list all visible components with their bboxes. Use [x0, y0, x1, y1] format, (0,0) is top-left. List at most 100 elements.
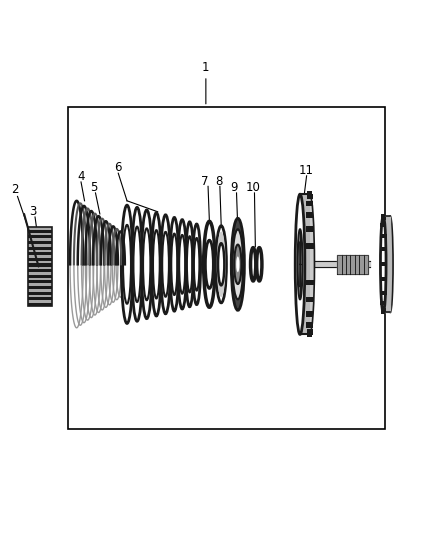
Polygon shape — [28, 274, 52, 278]
Bar — [381, 216, 386, 221]
Polygon shape — [28, 295, 52, 297]
Bar — [308, 244, 314, 249]
Ellipse shape — [204, 221, 215, 307]
Ellipse shape — [193, 224, 201, 304]
Text: 3: 3 — [29, 205, 36, 218]
Polygon shape — [28, 227, 52, 230]
Bar — [306, 227, 311, 232]
Polygon shape — [28, 255, 52, 258]
Ellipse shape — [236, 256, 240, 272]
Bar — [380, 301, 385, 305]
Text: 11: 11 — [299, 164, 314, 176]
Ellipse shape — [152, 213, 161, 316]
Bar — [308, 322, 313, 328]
Bar — [306, 212, 311, 217]
Bar — [307, 194, 313, 199]
Ellipse shape — [186, 222, 194, 307]
Bar — [28, 227, 52, 306]
Bar — [307, 194, 312, 199]
Polygon shape — [28, 284, 52, 286]
Bar — [306, 201, 311, 206]
Ellipse shape — [171, 233, 177, 295]
Ellipse shape — [233, 229, 243, 300]
Polygon shape — [300, 194, 310, 334]
Ellipse shape — [257, 248, 262, 281]
Polygon shape — [28, 238, 52, 241]
Ellipse shape — [141, 210, 152, 319]
Bar — [308, 201, 313, 206]
Bar — [306, 280, 311, 285]
Polygon shape — [28, 300, 52, 303]
Bar — [380, 223, 385, 227]
Bar — [308, 227, 314, 232]
Bar — [382, 262, 387, 266]
Ellipse shape — [251, 248, 256, 281]
Polygon shape — [28, 249, 52, 252]
Ellipse shape — [187, 236, 192, 292]
Bar — [380, 247, 384, 252]
Text: 5: 5 — [91, 181, 98, 194]
Ellipse shape — [205, 240, 213, 288]
Bar — [380, 277, 384, 281]
Polygon shape — [28, 272, 52, 274]
Bar — [307, 329, 313, 335]
Bar — [382, 234, 387, 238]
Text: 2: 2 — [11, 183, 19, 196]
Bar — [382, 247, 387, 252]
Ellipse shape — [295, 194, 305, 334]
Polygon shape — [28, 278, 52, 280]
Ellipse shape — [234, 245, 241, 284]
Bar — [306, 322, 311, 328]
Text: 1: 1 — [202, 61, 210, 74]
Ellipse shape — [194, 238, 199, 290]
Bar — [307, 332, 312, 337]
Bar — [307, 329, 312, 335]
Ellipse shape — [218, 243, 224, 285]
Ellipse shape — [305, 194, 314, 334]
Ellipse shape — [161, 215, 170, 314]
Ellipse shape — [216, 226, 226, 303]
Polygon shape — [28, 241, 52, 244]
Text: 8: 8 — [215, 175, 222, 188]
Polygon shape — [28, 261, 52, 263]
Bar — [380, 290, 384, 295]
Polygon shape — [28, 258, 52, 261]
Ellipse shape — [178, 220, 187, 309]
Ellipse shape — [179, 235, 185, 294]
Bar — [382, 301, 386, 305]
Ellipse shape — [153, 230, 160, 298]
Bar — [306, 311, 311, 317]
Bar — [380, 262, 384, 266]
Polygon shape — [28, 303, 52, 306]
Ellipse shape — [388, 216, 393, 312]
Bar — [382, 290, 387, 295]
Ellipse shape — [381, 216, 386, 312]
Text: 9: 9 — [230, 181, 238, 194]
Ellipse shape — [143, 229, 150, 300]
Ellipse shape — [217, 231, 226, 297]
Bar — [381, 308, 386, 312]
Bar — [308, 212, 313, 217]
Text: 10: 10 — [246, 181, 261, 194]
Ellipse shape — [231, 219, 244, 310]
Bar — [68, 107, 385, 429]
Polygon shape — [28, 233, 52, 235]
Bar — [382, 223, 386, 227]
Bar — [381, 311, 385, 314]
Ellipse shape — [134, 227, 141, 302]
Bar — [381, 214, 385, 218]
Bar — [307, 191, 312, 197]
Polygon shape — [28, 289, 52, 292]
Polygon shape — [28, 244, 52, 246]
Polygon shape — [28, 263, 52, 266]
Ellipse shape — [121, 205, 133, 324]
Bar — [308, 296, 314, 302]
Bar — [380, 234, 384, 238]
Ellipse shape — [162, 232, 169, 297]
Polygon shape — [28, 269, 52, 272]
Polygon shape — [28, 266, 52, 269]
Ellipse shape — [123, 225, 131, 304]
Text: 4: 4 — [77, 170, 85, 183]
Bar — [306, 244, 311, 249]
Polygon shape — [28, 292, 52, 295]
